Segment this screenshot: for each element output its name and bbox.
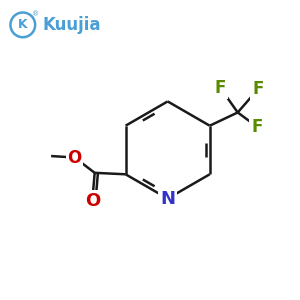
Text: K: K <box>18 18 28 32</box>
Text: O: O <box>85 192 100 210</box>
Text: F: F <box>251 118 262 136</box>
Text: O: O <box>68 148 82 166</box>
Text: F: F <box>252 80 263 98</box>
Text: N: N <box>160 190 175 208</box>
Text: ®: ® <box>32 11 40 17</box>
Text: Kuujia: Kuujia <box>43 16 101 34</box>
Text: F: F <box>215 79 226 97</box>
